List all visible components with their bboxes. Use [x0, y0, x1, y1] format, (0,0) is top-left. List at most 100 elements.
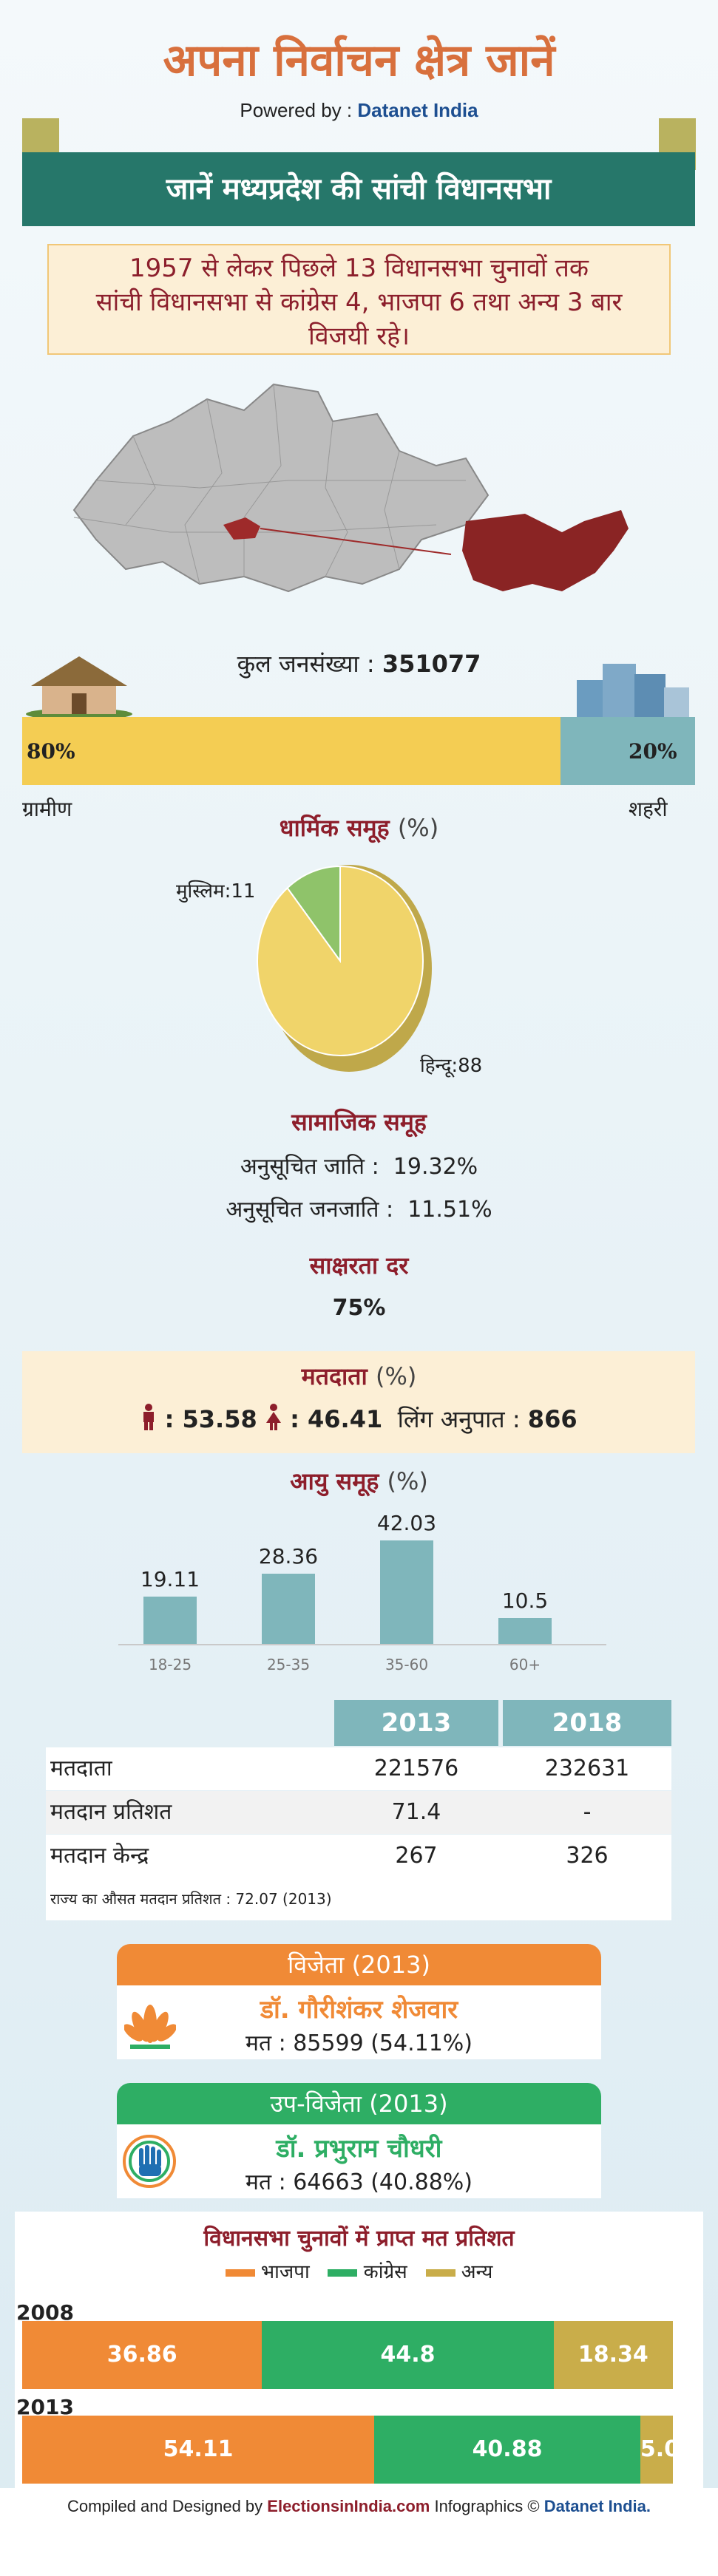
footer-middle: Infographics © [434, 2497, 540, 2515]
voters-box [22, 1351, 695, 1453]
page-title: अपना निर्वाचन क्षेत्र जानें [163, 35, 555, 86]
age-value-label: 42.03 [376, 1510, 437, 1535]
table-row: मतदान केन्द्र 267 326 [46, 1835, 671, 1877]
runnerup-name: डॉ. प्रभुराम चौधरी [276, 2134, 442, 2164]
population-value: 351077 [382, 650, 481, 678]
age-bar [380, 1540, 433, 1644]
population-label: कुल जनसंख्या : 351077 [0, 648, 718, 679]
voters-title: मतदाता (%) [0, 1360, 718, 1392]
urban-percent: 20% [629, 739, 677, 764]
table-row: मतदाता 221576 232631 [46, 1747, 671, 1790]
voter-stats: : 53.58 : 46.41 लिंग अनुपात : 866 [0, 1403, 718, 1435]
runnerup-card: डॉ. प्रभुराम चौधरी मत : 64663 (40.88%) [117, 2124, 601, 2198]
table-row: मतदान प्रतिशत 71.4 - [46, 1791, 671, 1834]
literacy-title: साक्षरता दर [309, 1251, 409, 1279]
voters-unit: (%) [375, 1362, 417, 1390]
age-category-label: 35-60 [385, 1656, 429, 1673]
table-header-2018: 2018 [503, 1700, 671, 1746]
vote-share-year: 2013 [16, 2395, 74, 2419]
row-value-2013: 267 [395, 1843, 438, 1869]
footer-prefix: Compiled and Designed by [67, 2497, 263, 2515]
state-map [72, 383, 490, 593]
pie-slice [286, 865, 341, 964]
runnerup-year: (2013) [369, 2090, 448, 2118]
row-value-2013: 221576 [373, 1756, 459, 1781]
constituency-banner: जानें मध्यप्रदेश की सांची विधानसभा [22, 152, 695, 226]
vote-share-segment-other: 5.02 [640, 2416, 695, 2484]
runnerup-heading: उप-विजेता (2013) [117, 2083, 601, 2124]
constituency-highlight-small [223, 517, 260, 540]
sc-label: अनुसूचित जाति : [240, 1154, 379, 1180]
map-illustration [72, 383, 629, 593]
age-bar [143, 1597, 197, 1644]
row-value-2018: 232631 [544, 1756, 630, 1781]
vote-share-bar: 54.11 40.88 5.02 [22, 2416, 695, 2484]
vote-share-bar: 36.86 44.8 18.34 [22, 2321, 673, 2389]
sex-ratio-value: 866 [527, 1405, 578, 1433]
winner-name: डॉ. गौरीशंकर शेजवार [260, 1995, 458, 2025]
winner-heading: विजेता (2013) [117, 1944, 601, 1985]
legend-other: अन्य [461, 2261, 493, 2283]
intro-box: 1957 से लेकर पिछले 13 विधानसभा चुनावों त… [47, 244, 671, 355]
row-value-2018: 326 [566, 1843, 609, 1869]
age-value-label: 28.36 [258, 1544, 319, 1569]
age-unit: (%) [387, 1467, 428, 1495]
vote-share-legend: भाजपा कांग्रेस अन्य [15, 2257, 703, 2284]
age-category-label: 25-35 [266, 1656, 311, 1673]
winner-votes: मत : 85599 (54.11%) [245, 2030, 473, 2056]
footer-site: ElectionsinIndia.com [267, 2497, 430, 2515]
religion-title: धार्मिक समूह (%) [0, 812, 718, 843]
hindu-label: हिन्दू:88 [420, 1055, 483, 1077]
age-chart-baseline [118, 1644, 606, 1645]
winner-year: (2013) [351, 1951, 430, 1979]
intro-line-2: सांची विधानसभा से कांग्रेस 4, भाजपा 6 तथ… [95, 288, 623, 317]
st-line: अनुसूचित जनजाति : 11.51% [0, 1193, 718, 1223]
age-category-label: 18-25 [148, 1656, 192, 1673]
male-value: : 53.58 [164, 1405, 257, 1433]
female-value: : 46.41 [290, 1405, 383, 1433]
sc-line: अनुसूचित जाति : 19.32% [0, 1150, 718, 1180]
powered-brand: Datanet India [357, 99, 478, 121]
voters-title-text: मतदाता [301, 1362, 368, 1390]
vote-share-segment-bjp: 36.86 [22, 2321, 263, 2389]
age-title: आयु समूह (%) [0, 1465, 718, 1497]
female-icon [265, 1404, 281, 1430]
rural-bar: 80% [22, 717, 560, 785]
urban-label: शहरी [629, 797, 668, 821]
runnerup-votes: मत : 64663 (40.88%) [245, 2169, 473, 2195]
table-note-text: राज्य का औसत मतदान प्रतिशत : 72.07 (2013… [50, 1890, 332, 1908]
age-category-label: 60+ [509, 1656, 541, 1673]
hand-icon [123, 2135, 176, 2188]
social-title: सामाजिक समूह [291, 1108, 427, 1136]
age-value-label: 19.11 [140, 1567, 200, 1592]
vote-share-title: विधानसभा चुनावों में प्राप्त मत प्रतिशत [203, 2226, 515, 2252]
religion-pie [257, 865, 432, 1072]
lotus-icon [124, 2005, 176, 2049]
st-value: 11.51% [407, 1197, 492, 1223]
legend-swatch-inc [328, 2269, 358, 2277]
pie-slice [257, 865, 424, 1056]
winner-card: डॉ. गौरीशंकर शेजवार मत : 85599 (54.11%) [117, 1985, 601, 2059]
vote-share-segment-inc: 44.8 [262, 2321, 554, 2389]
population-label-text: कुल जनसंख्या : [237, 650, 375, 678]
row-value-2013: 71.4 [391, 1799, 441, 1825]
runnerup-heading-text: उप-विजेता [270, 2090, 362, 2118]
age-chart: 19.11 18-25 28.36 25-35 42.03 35-60 10.5 60+ [0, 1511, 718, 1678]
intro-line-3: विजयी रहे। [308, 322, 410, 351]
vote-share-segment-bjp: 54.11 [22, 2416, 375, 2484]
footer: Compiled and Designed by ElectionsinIndi… [0, 2488, 718, 2576]
vote-share-panel: विधानसभा चुनावों में प्राप्त मत प्रतिशत … [15, 2212, 703, 2490]
powered-prefix: Powered by : [240, 99, 353, 121]
legend-swatch-bjp [225, 2269, 255, 2277]
legend-inc: कांग्रेस [363, 2261, 407, 2283]
muslim-label: मुस्लिम:11 [176, 880, 256, 903]
table-note: राज्य का औसत मतदान प्रतिशत : 72.07 (2013… [46, 1877, 671, 1920]
religion-title-text: धार्मिक समूह [279, 814, 390, 842]
age-title-text: आयु समूह [290, 1467, 379, 1495]
st-label: अनुसूचित जनजाति : [226, 1197, 394, 1223]
intro-line-1: 1957 से लेकर पिछले 13 विधानसभा चुनावों त… [129, 254, 589, 283]
city-buildings-icon [577, 664, 689, 717]
legend-bjp: भाजपा [260, 2261, 310, 2283]
row-label: मतदान प्रतिशत [50, 1799, 172, 1825]
